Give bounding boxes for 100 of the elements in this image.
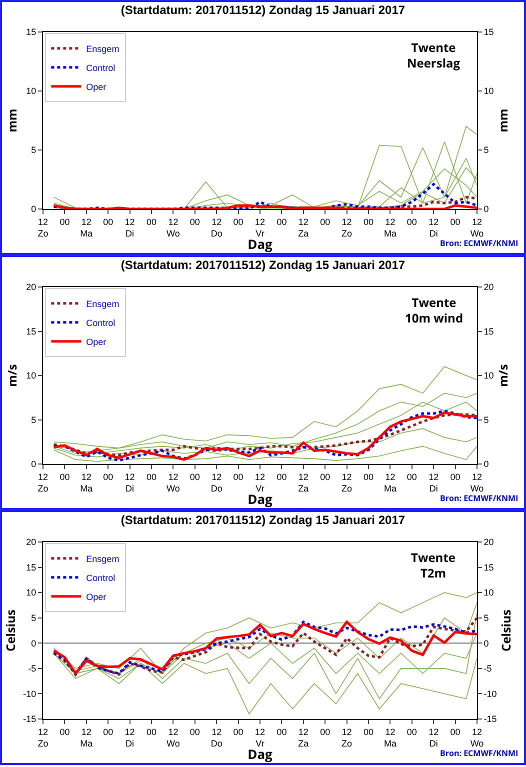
legend-label: Control: [86, 62, 116, 73]
y2-tick-label: -10: [484, 688, 497, 699]
x-tick-label: 00: [450, 216, 460, 227]
y2-tick-label: 0: [484, 204, 489, 214]
text: Bron: ECMWF/KNMI: [440, 238, 518, 249]
x-tick-label: 00: [320, 726, 330, 737]
y2-tick-label: 10: [484, 86, 494, 96]
x-tick-label: 00: [406, 726, 417, 737]
y-tick-label: 20: [26, 537, 36, 548]
x-tick-label: 00: [450, 472, 460, 482]
y2-tick-label: 10: [484, 588, 494, 598]
y-tick-label: -10: [23, 688, 36, 699]
x-tick-label: 00: [60, 472, 70, 482]
x-tick-label: 12 Ma: [80, 726, 93, 748]
x-tick-label: 12 Wo: [166, 472, 180, 494]
x-tick-label: 00: [103, 216, 114, 227]
x-tick-label: 00: [320, 472, 330, 482]
y2-tick-label: 15: [484, 27, 494, 38]
x-tick-label: 12 Zo: [342, 472, 352, 494]
x-tick-label: 00: [146, 726, 157, 737]
y2-axis-title: Celsius: [498, 610, 515, 652]
x-tick-label: 12 Di: [124, 472, 135, 494]
y2-tick-label: -15: [484, 714, 497, 724]
y2-tick-label: 5: [484, 145, 489, 156]
y2-tick-label: 10: [484, 370, 494, 381]
y2-axis-title: mm: [494, 108, 512, 132]
x-tick-label: 12 Di: [428, 216, 439, 238]
x-tick-label: 12 Zo: [342, 216, 352, 238]
legend-label: Ensgem: [86, 298, 120, 309]
x-tick-label: 00: [103, 472, 114, 482]
x-tick-label: 00: [190, 216, 200, 227]
chart-title: (Startdatum: 2017011512) Zondag 15 Januari 2017: [120, 513, 406, 528]
x-tick-label: 12 Di: [124, 726, 135, 748]
x-tick-label: 12 Wo: [470, 472, 484, 494]
y-tick-label: 15: [26, 27, 36, 38]
chart-title: (Startdatum: 2017011512) Zondag 15 Januari 2017: [120, 258, 406, 272]
x-tick-label: 12 Do: [210, 472, 222, 494]
x-tick-label: 12 Do: [210, 216, 222, 238]
y-tick-label: 15: [26, 562, 36, 572]
x-tick-label: 00: [406, 216, 417, 227]
y-axis-title: Celsius: [2, 610, 19, 652]
x-tick-label: 00: [233, 726, 244, 737]
y-tick-label: 5: [31, 145, 36, 156]
x-tick-label: 00: [60, 216, 70, 227]
x-tick-label: 12 Zo: [38, 216, 48, 238]
x-tick-label: 00: [320, 216, 330, 227]
legend-label: Oper: [86, 336, 106, 347]
y2-tick-label: 20: [484, 282, 494, 292]
x-tick-label: 00: [276, 726, 287, 737]
x-tick-label: 12 Ma: [384, 472, 396, 494]
x-tick-label: 00: [276, 216, 287, 227]
x-tick-label: 12 Wo: [166, 216, 180, 238]
annotation: Twente 10m wind: [405, 294, 464, 327]
x-tick-label: 12 Di: [428, 472, 439, 494]
x-tick-label: 12 Ma: [384, 726, 396, 748]
legend-label: Ensgem: [86, 554, 120, 564]
x-tick-label: 00: [103, 726, 114, 737]
chart-title: (Startdatum: 2017011512) Zondag 15 Januari 2017: [120, 3, 406, 18]
x-tick-label: 00: [363, 472, 374, 482]
x-tick-label: 00: [146, 216, 157, 227]
x-tick-label: 00: [363, 216, 374, 227]
y-tick-label: 5: [31, 414, 36, 425]
x-tick-label: 12 Zo: [38, 472, 48, 494]
x-tick-label: 12 Ma: [80, 472, 93, 494]
x-tick-label: 12 Za: [298, 216, 309, 238]
annotation: Twente T2m: [411, 549, 456, 582]
x-tick-label: 12 Zo: [38, 726, 48, 748]
x-tick-label: 12 Ma: [384, 216, 396, 238]
x-tick-label: 00: [190, 472, 200, 482]
x-tick-label: 00: [450, 726, 460, 737]
x-tick-label: 00: [146, 472, 157, 482]
y-tick-label: 0: [31, 459, 36, 470]
x-tick-label: 00: [276, 472, 287, 482]
y-tick-label: 0: [31, 638, 36, 648]
y2-tick-label: 0: [484, 459, 489, 470]
legend-label: Ensgem: [86, 44, 120, 54]
x-tick-label: 12 Do: [210, 726, 222, 748]
x-tick-label: 12 Wo: [470, 216, 484, 238]
x-tick-label: 12 Za: [298, 726, 309, 748]
x-tick-label: 00: [406, 472, 417, 482]
y-tick-label: 10: [26, 370, 36, 381]
y-tick-label: 0: [31, 204, 36, 214]
text: Bron: ECMWF/KNMI: [440, 493, 518, 504]
y2-tick-label: -5: [484, 664, 492, 674]
y-tick-label: 10: [26, 86, 36, 96]
y2-axis-title: m/s: [494, 364, 512, 387]
y2-tick-label: 5: [484, 613, 489, 624]
x-tick-label: 12 Ma: [80, 216, 93, 238]
x-tick-label: 12 Di: [124, 216, 135, 238]
legend-label: Oper: [86, 592, 106, 602]
y-tick-label: 20: [26, 282, 36, 292]
y-tick-label: 10: [26, 588, 36, 598]
legend-label: Control: [86, 572, 116, 583]
y2-tick-label: 0: [484, 638, 489, 648]
legend-label: Control: [86, 318, 116, 328]
x-tick-label: 12 Di: [428, 726, 439, 748]
y2-tick-label: 5: [484, 414, 489, 425]
x-tick-label: 00: [233, 472, 244, 482]
legend-label: Oper: [86, 82, 106, 92]
y2-tick-label: 15: [484, 326, 494, 336]
